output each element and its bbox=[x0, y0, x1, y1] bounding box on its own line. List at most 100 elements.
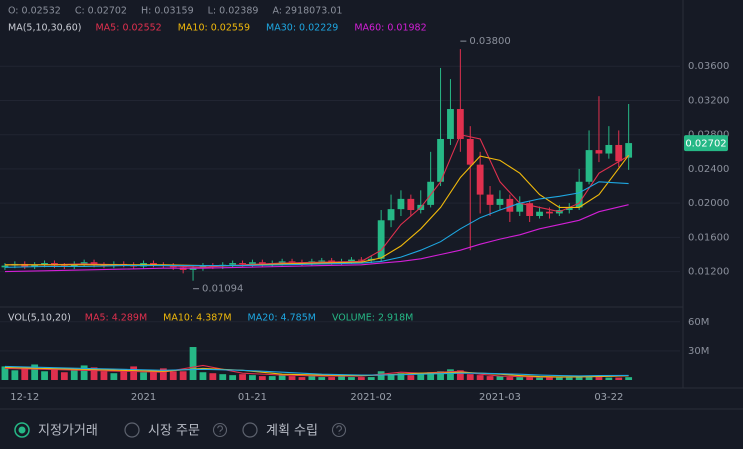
candle-body bbox=[258, 262, 266, 264]
x-tick-label: 2021 bbox=[131, 392, 156, 403]
y-tick-label: 0.02000 bbox=[688, 198, 729, 209]
legend-entry: MA5: 4.289M bbox=[85, 313, 147, 324]
volume-bar bbox=[486, 376, 494, 380]
help-icon[interactable] bbox=[212, 422, 228, 438]
order-type[interactable]: 시장 주문 bbox=[148, 424, 200, 439]
volume-bar bbox=[288, 376, 296, 380]
volume-bar bbox=[536, 377, 543, 380]
candle-body bbox=[506, 198, 514, 212]
radio-dot bbox=[18, 426, 26, 434]
candle-body bbox=[278, 261, 286, 264]
candle-body bbox=[575, 181, 583, 208]
candle-body bbox=[328, 260, 336, 263]
volume-bar bbox=[80, 365, 88, 380]
price-tag bbox=[684, 135, 728, 152]
ohlc-field: O: 0.02532 bbox=[8, 6, 61, 17]
volume-bar bbox=[318, 377, 326, 380]
candle-body bbox=[565, 207, 573, 211]
ohlc-field: H: 0.03159 bbox=[141, 6, 194, 17]
volume-bar bbox=[110, 373, 118, 380]
x-tick-label: 12-12 bbox=[10, 392, 39, 403]
order-options: 지정가거래 시장 주문 계획 수립 bbox=[14, 422, 347, 439]
volume-bar bbox=[605, 377, 613, 380]
candle-body bbox=[546, 211, 553, 214]
volume-bar bbox=[328, 377, 336, 380]
order-bar bbox=[0, 409, 743, 449]
radio-checked[interactable] bbox=[14, 422, 30, 438]
legend-entry: MA10: 4.387M bbox=[163, 313, 231, 324]
legend-entry: MA30: 0.02229 bbox=[266, 23, 338, 34]
candle-body bbox=[1, 265, 9, 268]
volume-bar bbox=[219, 374, 227, 380]
volume-bar bbox=[60, 372, 68, 380]
ma-line bbox=[5, 154, 630, 267]
volume-bar bbox=[427, 372, 435, 380]
volume-bar bbox=[417, 374, 425, 380]
radio[interactable] bbox=[124, 422, 140, 438]
candle-body bbox=[41, 263, 48, 265]
candle-body bbox=[377, 220, 385, 259]
volume-bar bbox=[159, 368, 167, 380]
x-tick-label: 2021-03 bbox=[479, 392, 521, 403]
candle-body bbox=[249, 262, 256, 264]
candle-body bbox=[189, 268, 197, 270]
candle-body bbox=[437, 138, 444, 182]
volume-bar bbox=[70, 369, 78, 380]
candle-body bbox=[447, 109, 454, 139]
volume-bar bbox=[546, 377, 553, 380]
candle-body bbox=[486, 194, 494, 205]
legend-entry: VOLUME: 2.918M bbox=[332, 313, 413, 324]
volume-bar bbox=[199, 372, 207, 380]
y-tick-label: 0.01600 bbox=[688, 232, 729, 243]
volume-bar bbox=[338, 376, 345, 380]
candle-body bbox=[456, 109, 464, 139]
candle-body bbox=[536, 211, 543, 216]
volume-bar bbox=[506, 377, 514, 380]
legend-entry: MA20: 4.785M bbox=[248, 313, 316, 324]
annotation: 0.01094 bbox=[202, 284, 243, 295]
candle-body bbox=[595, 150, 603, 154]
candle-body bbox=[397, 198, 405, 210]
candle-body bbox=[615, 144, 623, 162]
volume-bar bbox=[466, 374, 474, 380]
volume-bar bbox=[31, 364, 39, 380]
help-icon[interactable] bbox=[331, 422, 347, 438]
volume-bar bbox=[179, 371, 187, 380]
volume-bar bbox=[348, 377, 355, 380]
volume-bar bbox=[397, 373, 405, 380]
ohlc-field: A: 2918073.01 bbox=[272, 6, 342, 17]
order-type[interactable]: 계획 수립 bbox=[266, 424, 318, 439]
volume-bar bbox=[169, 371, 177, 380]
volume-bar bbox=[268, 376, 276, 380]
volume-bar bbox=[407, 375, 415, 380]
y-tick-label: 30M bbox=[688, 346, 709, 357]
legend-entry: MA5: 0.02552 bbox=[95, 23, 161, 34]
volume-bar bbox=[308, 376, 316, 380]
legend-entry: MA10: 0.02559 bbox=[178, 23, 250, 34]
volume-bar bbox=[209, 373, 217, 380]
ma-line bbox=[4, 365, 629, 377]
volume-bar bbox=[90, 367, 98, 380]
order-type[interactable]: 지정가거래 bbox=[38, 424, 98, 439]
volume-bar bbox=[21, 367, 29, 380]
y-tick-label: 0.03600 bbox=[688, 61, 729, 72]
candle-body bbox=[496, 198, 504, 205]
candle-body bbox=[150, 263, 157, 265]
volume-bar bbox=[100, 371, 108, 380]
volume-bar bbox=[575, 376, 583, 380]
current-price: 0.02702 bbox=[685, 139, 726, 150]
legend-title: VOL(5,10,20) bbox=[8, 313, 71, 324]
y-tick-label: 0.02400 bbox=[688, 164, 729, 175]
volume-bar bbox=[437, 371, 444, 380]
radio[interactable] bbox=[242, 422, 258, 438]
x-tick-label: 2021-02 bbox=[350, 392, 392, 403]
volume-bar bbox=[456, 370, 464, 380]
volume-bar bbox=[526, 377, 534, 380]
ohlc-field: C: 0.02702 bbox=[75, 6, 127, 17]
candle-body bbox=[476, 164, 484, 195]
annotation: 0.03800 bbox=[469, 36, 510, 47]
candle-body bbox=[585, 150, 593, 182]
volume-bar bbox=[150, 370, 157, 380]
legend-entry: MA60: 0.01982 bbox=[354, 23, 426, 34]
